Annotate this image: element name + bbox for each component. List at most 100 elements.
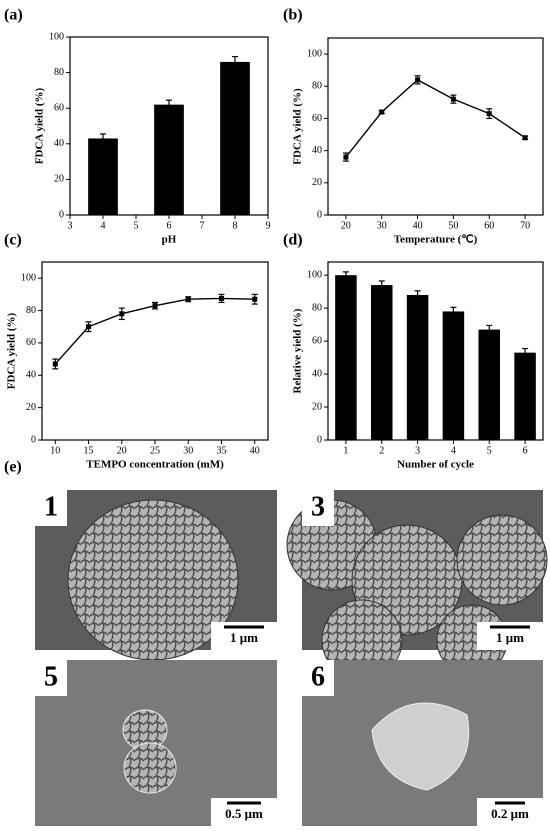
y-tick-label: 0 — [59, 209, 64, 220]
bar — [442, 311, 465, 440]
y-axis-label: FDCA yield (%) — [6, 312, 18, 389]
x-tick-label: 30 — [183, 445, 193, 456]
x-tick-label: 8 — [233, 220, 238, 231]
error-bar — [118, 307, 125, 321]
y-tick-label: 0 — [31, 434, 36, 445]
y-tick-label: 40 — [54, 138, 64, 149]
x-tick-label: 5 — [487, 445, 492, 456]
x-tick-label: 20 — [341, 220, 351, 231]
bar — [478, 329, 500, 440]
x-tick-label: 5 — [134, 220, 139, 231]
error-bar — [100, 133, 106, 144]
x-tick-label: 10 — [50, 445, 60, 456]
y-tick-label: 100 — [49, 31, 64, 42]
x-tick-label: 2 — [379, 445, 384, 456]
scale-label: 0.5 μm — [225, 806, 263, 821]
image-number: 5 — [44, 661, 58, 692]
line — [345, 78, 526, 158]
error-bar — [85, 321, 92, 333]
x-tick-label: 20 — [117, 445, 127, 456]
x-tick-label: 4 — [451, 445, 456, 456]
error-bar — [486, 108, 493, 120]
x-tick-label: 3 — [415, 445, 420, 456]
y-tick-label: 40 — [312, 145, 322, 156]
error-bar — [414, 75, 421, 85]
error-bar — [378, 109, 385, 115]
x-tick-label: 70 — [520, 220, 530, 231]
y-tick-label: 100 — [21, 272, 36, 283]
image-number: 6 — [311, 661, 325, 692]
y-tick-label: 60 — [26, 337, 36, 348]
y-tick-label: 100 — [307, 48, 322, 59]
error-bar — [251, 293, 258, 305]
bar — [154, 104, 184, 215]
image-number: 3 — [311, 491, 325, 522]
particle — [456, 514, 548, 606]
x-tick-label: 6 — [167, 220, 172, 231]
error-bar — [378, 280, 385, 290]
x-tick-label: 30 — [377, 220, 387, 231]
x-tick-label: 4 — [101, 220, 106, 231]
panel-label: (a) — [4, 7, 23, 24]
x-tick-label: 9 — [266, 220, 271, 231]
y-tick-label: 60 — [312, 113, 322, 124]
image-number: 1 — [44, 491, 58, 522]
y-axis-label: FDCA yield (%) — [34, 87, 46, 164]
y-tick-label: 80 — [312, 302, 322, 313]
y-tick-label: 20 — [312, 177, 322, 188]
bar — [371, 285, 393, 440]
x-tick-label: 6 — [523, 445, 528, 456]
x-tick-label: 60 — [484, 220, 494, 231]
y-tick-label: 40 — [312, 368, 322, 379]
panel-label: (e) — [4, 459, 22, 476]
y-axis-label: FDCA yield (%) — [292, 88, 304, 165]
error-bar — [166, 99, 172, 110]
error-bar — [414, 290, 421, 300]
sem-image: 1 1 μm — [35, 490, 277, 661]
x-axis-label: pH — [162, 234, 177, 246]
bar — [335, 275, 357, 440]
particle — [371, 702, 470, 791]
x-tick-label: 40 — [413, 220, 423, 231]
number-box — [35, 490, 67, 526]
y-tick-label: 80 — [312, 81, 322, 92]
plot-frame — [327, 37, 544, 216]
error-bar — [450, 306, 457, 317]
y-tick-label: 20 — [312, 401, 322, 412]
y-tick-label: 80 — [26, 305, 36, 316]
bar — [514, 352, 536, 440]
error-bar — [52, 358, 59, 370]
y-tick-label: 0 — [317, 209, 322, 220]
plot-frame — [327, 261, 544, 441]
error-bar — [185, 296, 192, 303]
y-tick-label: 20 — [54, 174, 64, 185]
y-tick-label: 20 — [26, 402, 36, 413]
y-tick-label: 100 — [307, 269, 322, 280]
panel-label: (b) — [283, 7, 303, 24]
x-axis-label: Temperature (℃) — [394, 234, 478, 246]
x-axis-label: Number of cycle — [397, 459, 474, 471]
x-tick-label: 50 — [448, 220, 458, 231]
y-tick-label: 60 — [54, 102, 64, 113]
scale-label: 1 μm — [496, 630, 524, 645]
scale-label: 0.2 μm — [491, 806, 529, 821]
error-bar — [232, 55, 238, 68]
error-bar — [152, 301, 158, 310]
number-box — [302, 490, 334, 526]
bar — [220, 61, 250, 215]
y-tick-label: 80 — [54, 67, 64, 78]
sem-image: 3 1 μm — [286, 490, 548, 681]
y-axis-label: Relative yield (%) — [292, 308, 304, 393]
panel-label: (d) — [283, 232, 303, 249]
y-tick-label: 60 — [312, 335, 322, 346]
scale-label: 1 μm — [230, 630, 258, 645]
y-tick-label: 0 — [317, 434, 322, 445]
particle — [123, 742, 177, 794]
x-tick-label: 15 — [84, 445, 94, 456]
error-bar — [522, 347, 529, 358]
number-box — [35, 660, 67, 696]
error-bar — [522, 135, 529, 140]
sem-image: 5 0.5 μm — [35, 660, 277, 826]
x-axis-label: TEMPO concentration (mM) — [86, 459, 224, 471]
error-bar — [218, 293, 225, 304]
